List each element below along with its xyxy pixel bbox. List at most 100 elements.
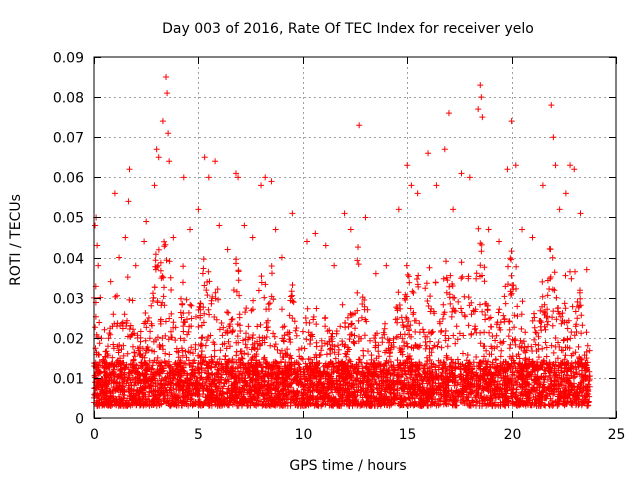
y-tick-label: 0.05 <box>53 211 84 227</box>
data-point <box>356 122 363 129</box>
x-tick-label: 10 <box>295 427 313 443</box>
data-point <box>466 174 473 181</box>
data-point <box>92 222 99 229</box>
data-point <box>205 174 212 181</box>
data-point <box>195 206 202 213</box>
data-point <box>107 278 114 285</box>
dense-data-cloud <box>91 225 593 409</box>
data-point <box>159 118 166 125</box>
data-point <box>94 242 101 249</box>
data-point <box>441 146 448 153</box>
data-point <box>312 230 319 237</box>
data-point <box>170 234 177 241</box>
data-point <box>550 134 557 141</box>
data-point <box>224 246 231 253</box>
data-point <box>163 74 170 81</box>
data-point <box>485 226 492 233</box>
data-point <box>216 222 223 229</box>
data-point <box>577 210 584 217</box>
data-point <box>180 174 187 181</box>
data-point <box>155 154 162 161</box>
data-point <box>111 190 118 197</box>
x-tick-label: 15 <box>399 427 417 443</box>
data-point <box>122 234 129 241</box>
y-tick-labels: 0 0.01 0.02 0.03 0.04 0.05 0.06 0.07 0.08 0.09 <box>53 51 84 428</box>
data-point <box>95 262 102 269</box>
y-tick-label: 0.07 <box>53 131 84 147</box>
data-point <box>165 130 172 137</box>
data-point <box>303 238 310 245</box>
data-point <box>362 214 369 221</box>
axis-ticks <box>94 57 617 419</box>
data-point <box>477 82 484 89</box>
data-point <box>529 234 536 241</box>
data-point <box>504 166 511 173</box>
data-point <box>548 102 555 109</box>
data-point <box>479 114 486 121</box>
data-point <box>567 162 574 169</box>
y-tick-label: 0.02 <box>53 332 84 348</box>
data-point <box>249 234 256 241</box>
data-point <box>241 222 248 229</box>
data-point <box>372 270 379 277</box>
y-tick-label: 0.06 <box>53 171 84 187</box>
data-point <box>272 226 279 233</box>
data-point <box>562 190 569 197</box>
data-point <box>341 210 348 217</box>
data-point <box>278 254 285 261</box>
data-point <box>512 162 519 169</box>
data-point <box>235 174 242 181</box>
y-tick-label: 0.08 <box>53 91 84 107</box>
data-point <box>132 262 139 269</box>
data-point-cloud <box>91 225 593 409</box>
y-tick-label: 0.03 <box>53 292 84 308</box>
data-point <box>268 178 275 185</box>
data-point <box>496 238 503 245</box>
data-point <box>187 226 194 233</box>
data-point <box>153 146 160 153</box>
data-point <box>331 262 338 269</box>
x-axis-label: GPS time / hours <box>289 458 406 474</box>
data-point <box>404 162 411 169</box>
data-point <box>556 206 563 213</box>
x-tick-labels: 0 5 10 15 20 25 <box>90 427 625 443</box>
data-point <box>425 150 432 157</box>
data-point <box>116 254 123 261</box>
scatter-marks <box>92 74 590 333</box>
y-tick-label: 0.01 <box>53 372 84 388</box>
data-point <box>212 158 219 165</box>
y-tick-label: 0.04 <box>53 252 84 268</box>
data-point <box>414 190 421 197</box>
y-tick-label: 0 <box>75 412 84 428</box>
chart-title: Day 003 of 2016, Rate Of TEC Index for r… <box>162 21 534 37</box>
data-point <box>201 154 208 161</box>
data-point <box>166 158 173 165</box>
data-point <box>141 238 148 245</box>
x-tick-label: 5 <box>194 427 203 443</box>
data-point <box>126 166 133 173</box>
data-point <box>475 106 482 113</box>
x-tick-label: 20 <box>504 427 522 443</box>
plot-frame <box>93 56 617 419</box>
data-point <box>552 162 559 169</box>
data-point <box>445 110 452 117</box>
data-point <box>101 326 108 333</box>
data-point <box>322 242 329 249</box>
data-point <box>97 294 104 301</box>
data-point <box>408 182 415 189</box>
data-point <box>508 118 515 125</box>
data-point <box>458 170 465 177</box>
data-point <box>258 182 265 189</box>
data-point <box>232 170 239 177</box>
data-point <box>151 182 158 189</box>
x-tick-label: 25 <box>608 427 626 443</box>
y-axis-label: ROTI / TECUs <box>8 194 24 286</box>
data-point <box>143 218 150 225</box>
data-point <box>262 174 269 181</box>
data-point <box>125 198 132 205</box>
data-point <box>571 166 578 173</box>
data-point <box>519 226 526 233</box>
data-point <box>583 266 590 273</box>
data-point <box>433 182 440 189</box>
data-point <box>164 90 171 97</box>
